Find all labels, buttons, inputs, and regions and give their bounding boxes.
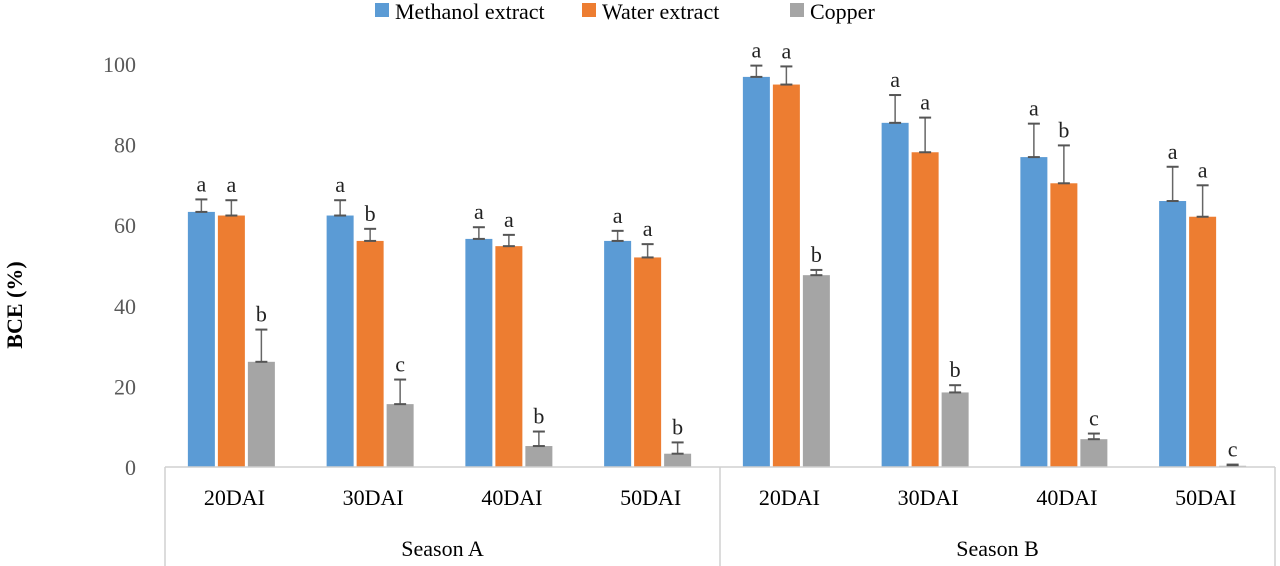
bar-0-7 — [1159, 201, 1187, 467]
x-tick-label-0-0: 20DAI — [204, 485, 265, 510]
bar-1-0 — [217, 215, 245, 467]
group-label-1: Season B — [956, 536, 1039, 561]
y-tick-label-40: 40 — [114, 294, 136, 319]
bar-0-2 — [465, 238, 493, 467]
bar-0-3 — [604, 240, 632, 467]
significance-letter-1-7: a — [1198, 157, 1208, 182]
bar-0-6 — [1020, 157, 1048, 467]
bar-0-0 — [187, 211, 215, 467]
legend-label-0: Methanol extract — [395, 0, 545, 24]
significance-letter-2-1: c — [395, 352, 405, 377]
bar-2-0 — [247, 361, 275, 467]
x-tick-label-1-3: 50DAI — [1175, 485, 1236, 510]
significance-letter-2-0: b — [256, 302, 267, 327]
significance-letter-1-4: a — [781, 38, 791, 63]
significance-letter-0-3: a — [613, 203, 623, 228]
x-tick-label-0-2: 40DAI — [481, 485, 542, 510]
significance-letter-0-6: a — [1029, 96, 1039, 121]
x-axis: 20DAI 30DAI 40DAI 50DAI Season A 20DAI 30DAI 40… — [164, 466, 1276, 566]
significance-letter-2-3: b — [672, 414, 683, 439]
x-tick-label-0-1: 30DAI — [343, 485, 404, 510]
bar-2-1 — [386, 404, 414, 467]
bar-2-5 — [941, 392, 969, 467]
bar-1-5 — [911, 152, 939, 467]
legend-swatch-0 — [375, 3, 389, 17]
significance-letter-1-2: a — [504, 207, 514, 232]
significance-letter-1-5: a — [920, 90, 930, 115]
significance-letter-2-7: c — [1228, 437, 1238, 462]
bar-0-5 — [881, 122, 909, 467]
significance-letter-0-7: a — [1168, 139, 1178, 164]
significance-letter-1-3: a — [643, 216, 653, 241]
bar-2-2 — [525, 446, 553, 467]
bar-2-4 — [802, 275, 830, 467]
significance-letter-0-1: a — [335, 172, 345, 197]
y-axis-ticks: 0 20 40 60 80 100 — [103, 52, 136, 480]
x-tick-label-0-3: 50DAI — [620, 485, 681, 510]
legend-swatch-2 — [790, 3, 804, 17]
legend-label-1: Water extract — [602, 0, 719, 24]
y-axis-label: BCE (%) — [2, 261, 27, 348]
significance-letter-0-2: a — [474, 199, 484, 224]
bar-1-1 — [356, 240, 384, 467]
y-tick-label-100: 100 — [103, 52, 136, 77]
x-tick-label-1-2: 40DAI — [1036, 485, 1097, 510]
bar-1-2 — [495, 246, 523, 467]
significance-letter-2-2: b — [533, 404, 544, 429]
x-tick-label-1-1: 30DAI — [898, 485, 959, 510]
y-tick-label-20: 20 — [114, 374, 136, 399]
significance-letter-1-0: a — [226, 172, 236, 197]
significance-letter-1-6: b — [1058, 117, 1069, 142]
bar-0-1 — [326, 215, 354, 467]
bar-1-6 — [1050, 183, 1078, 467]
legend-swatch-1 — [582, 3, 596, 17]
group-label-0: Season A — [401, 536, 484, 561]
legend: Methanol extract Water extract Copper — [375, 0, 875, 24]
significance-letter-0-0: a — [196, 171, 206, 196]
significance-letter-2-4: b — [811, 242, 822, 267]
bar-2-6 — [1080, 439, 1108, 467]
significance-letter-1-1: b — [365, 201, 376, 226]
bar-1-4 — [772, 84, 800, 467]
bar-1-7 — [1189, 216, 1217, 467]
y-tick-label-80: 80 — [114, 133, 136, 158]
y-tick-label-0: 0 — [125, 455, 136, 480]
x-tick-label-1-0: 20DAI — [759, 485, 820, 510]
significance-letter-2-6: c — [1089, 406, 1099, 431]
bar-2-3 — [664, 453, 692, 467]
significance-letter-2-5: b — [950, 357, 961, 382]
significance-letter-0-4: a — [751, 38, 761, 63]
legend-label-2: Copper — [810, 0, 875, 24]
significance-letter-0-5: a — [890, 67, 900, 92]
y-tick-label-60: 60 — [114, 213, 136, 238]
bar-1-3 — [634, 257, 662, 467]
bar-0-4 — [742, 76, 770, 468]
